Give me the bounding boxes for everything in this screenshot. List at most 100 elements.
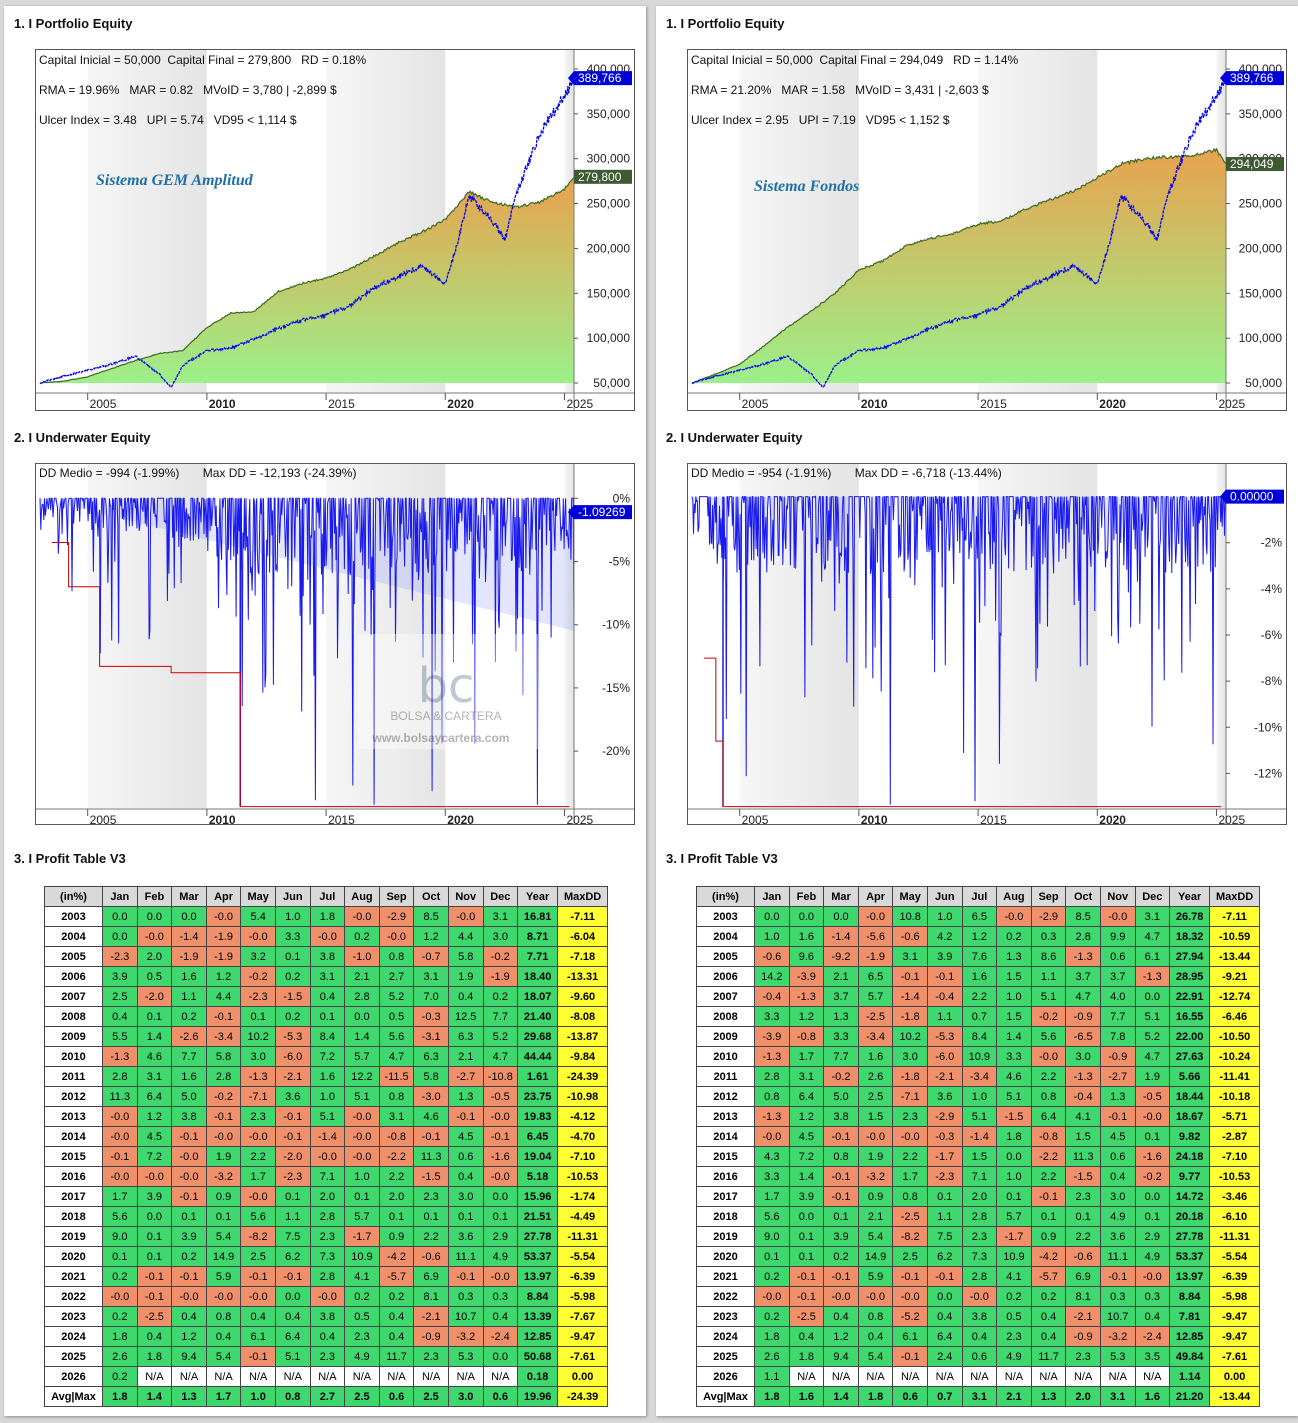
table-cell: 10.7 bbox=[1099, 1306, 1136, 1327]
table-cell: -0.0 bbox=[1134, 1106, 1171, 1127]
table-cell: 0.2 bbox=[823, 1246, 859, 1267]
table-cell: 0.0 bbox=[171, 906, 207, 927]
table-cell: -5.7 bbox=[1030, 1266, 1067, 1287]
table-cell: 0.1 bbox=[205, 1206, 242, 1227]
table-cell: -0.1 bbox=[447, 1266, 484, 1287]
x-tick-label: 2020 bbox=[447, 813, 474, 825]
table-cell: -2.3 bbox=[240, 986, 276, 1007]
table-cell: -0.1 bbox=[482, 1126, 519, 1147]
table-cell: -0.9 bbox=[1099, 1046, 1136, 1067]
table-cell: 2.3 bbox=[344, 1326, 380, 1347]
table-cell: -0.4 bbox=[1065, 1086, 1101, 1107]
table-cell: 0.4 bbox=[274, 1306, 311, 1327]
table-cell: 3.0 bbox=[1065, 1046, 1101, 1067]
table-cell: 1.7 bbox=[788, 1046, 825, 1067]
table-row: Avg|Max 1.8 1.4 1.3 1.7 1.0 0.8 2.7 2.5 0.6 2.5 3.0… bbox=[44, 1386, 609, 1407]
table-cell: 0.4 bbox=[309, 986, 346, 1007]
table-cell: N/A bbox=[961, 1366, 998, 1387]
table-cell: 1.4 bbox=[996, 1026, 1032, 1047]
table-cell: 7.81 bbox=[1169, 1306, 1211, 1327]
column-header: Feb bbox=[788, 886, 825, 907]
table-cell: 5.66 bbox=[1169, 1066, 1211, 1087]
table-cell: 1.8 bbox=[136, 1346, 173, 1367]
table-cell: -0.0 bbox=[857, 1286, 894, 1307]
x-tick-label: 2025 bbox=[566, 397, 593, 411]
table-cell: 2.8 bbox=[754, 1066, 790, 1087]
table-cell: 2.1 bbox=[344, 966, 380, 987]
table-cell: 3.3 bbox=[823, 1026, 859, 1047]
row-label: 2020 bbox=[44, 1246, 103, 1267]
table-cell: 23.75 bbox=[517, 1086, 559, 1107]
profit-section-title: 3. I Profit Table V3 bbox=[666, 851, 778, 866]
table-cell: 4.9 bbox=[996, 1346, 1032, 1367]
table-cell: -2.4 bbox=[482, 1326, 519, 1347]
table-cell: -7.18 bbox=[557, 946, 609, 967]
table-cell: 10.9 bbox=[344, 1246, 380, 1267]
table-cell: 21.20 bbox=[1169, 1386, 1211, 1407]
watermark-backdrop bbox=[358, 634, 538, 749]
table-cell: 24.18 bbox=[1169, 1146, 1211, 1167]
table-cell: 1.7 bbox=[240, 1166, 276, 1187]
table-cell: 0.2 bbox=[1030, 1286, 1067, 1307]
table-cell: 0.2 bbox=[102, 1266, 138, 1287]
table-cell: 8.4 bbox=[961, 1026, 998, 1047]
y-tick-label: -2% bbox=[1261, 536, 1283, 550]
table-cell: -13.44 bbox=[1209, 1386, 1261, 1407]
table-cell: -5.3 bbox=[274, 1026, 311, 1047]
table-cell: 0.4 bbox=[857, 1326, 894, 1347]
table-cell: 5.8 bbox=[413, 1066, 449, 1087]
column-header: Nov bbox=[447, 886, 484, 907]
table-row: 2016 -0.0 -0.0 -0.0 -3.2 1.7 -2.3 7.1 1.0 2.2 -1.5… bbox=[44, 1166, 609, 1187]
table-cell: 1.4 bbox=[344, 1026, 380, 1047]
table-cell: 7.1 bbox=[309, 1166, 346, 1187]
table-cell: -0.0 bbox=[1134, 1266, 1171, 1287]
table-row: 2023 0.2 -2.5 0.4 0.8 0.4 0.4 3.8 0.5 0.4 -2.1 10.7… bbox=[44, 1306, 609, 1327]
y-tick-label: 150,000 bbox=[1239, 286, 1283, 300]
table-cell: 1.5 bbox=[996, 1006, 1032, 1027]
table-cell: -0.1 bbox=[274, 1106, 311, 1127]
table-cell: 2.3 bbox=[413, 1186, 449, 1207]
column-header: Oct bbox=[413, 886, 449, 907]
table-row: 2006 14.2 -3.9 2.1 6.5 -0.1 -0.1 1.6 1.5 1.1 3.7 3.… bbox=[696, 966, 1261, 987]
table-cell: 5.6 bbox=[102, 1206, 138, 1227]
table-cell: 7.3 bbox=[961, 1246, 998, 1267]
table-cell: -0.1 bbox=[413, 1126, 449, 1147]
table-cell: 2.8 bbox=[309, 1266, 346, 1287]
table-cell: 3.8 bbox=[171, 1106, 207, 1127]
table-cell: -1.74 bbox=[557, 1186, 609, 1207]
table-cell: 0.4 bbox=[171, 1306, 207, 1327]
row-label: 2025 bbox=[44, 1346, 103, 1367]
table-cell: 3.6 bbox=[447, 1226, 484, 1247]
table-cell: 4.6 bbox=[136, 1046, 173, 1067]
table-cell: 4.7 bbox=[1134, 1046, 1171, 1067]
table-cell: 2.3 bbox=[892, 1106, 928, 1127]
table-cell: 1.7 bbox=[102, 1186, 138, 1207]
table-cell: 0.4 bbox=[378, 1306, 415, 1327]
table-cell: 0.4 bbox=[482, 1306, 519, 1327]
table-cell: N/A bbox=[926, 1366, 963, 1387]
table-cell: 2.5 bbox=[413, 1386, 449, 1407]
table-row: 2013 -1.3 1.2 3.8 1.5 2.3 -2.9 5.1 -1.5 6.4 4.1 -0.… bbox=[696, 1106, 1261, 1127]
table-cell: 0.4 bbox=[961, 1326, 998, 1347]
table-cell: 2.3 bbox=[309, 1226, 346, 1247]
equity-end-label: 279,800 bbox=[578, 170, 622, 184]
table-cell: 7.71 bbox=[517, 946, 559, 967]
table-cell: 5.4 bbox=[857, 1226, 894, 1247]
column-header: Year bbox=[517, 886, 559, 907]
table-cell: -2.2 bbox=[378, 1146, 415, 1167]
table-cell: 0.3 bbox=[1030, 926, 1067, 947]
table-cell: 5.9 bbox=[205, 1266, 242, 1287]
table-cell: 2.2 bbox=[378, 1166, 415, 1187]
equity-line bbox=[39, 177, 575, 384]
table-cell: 0.4 bbox=[823, 1306, 859, 1327]
column-header: Jan bbox=[102, 886, 138, 907]
underwater-chart-svg: 0% -5% -10% -15% -20% 2005 2010 2015 2020 2025 -1.… bbox=[36, 464, 634, 825]
table-cell: -0.0 bbox=[857, 906, 894, 927]
table-cell: 4.6 bbox=[996, 1066, 1032, 1087]
table-cell: 14.72 bbox=[1169, 1186, 1211, 1207]
table-cell: 2.1 bbox=[447, 1046, 484, 1067]
table-cell: 11.3 bbox=[413, 1146, 449, 1167]
table-row: 2003 0.0 0.0 0.0 -0.0 5.4 1.0 1.8 -0.0 -2.9 8.5 -0.… bbox=[44, 906, 609, 927]
table-cell: 1.6 bbox=[1134, 1386, 1171, 1407]
